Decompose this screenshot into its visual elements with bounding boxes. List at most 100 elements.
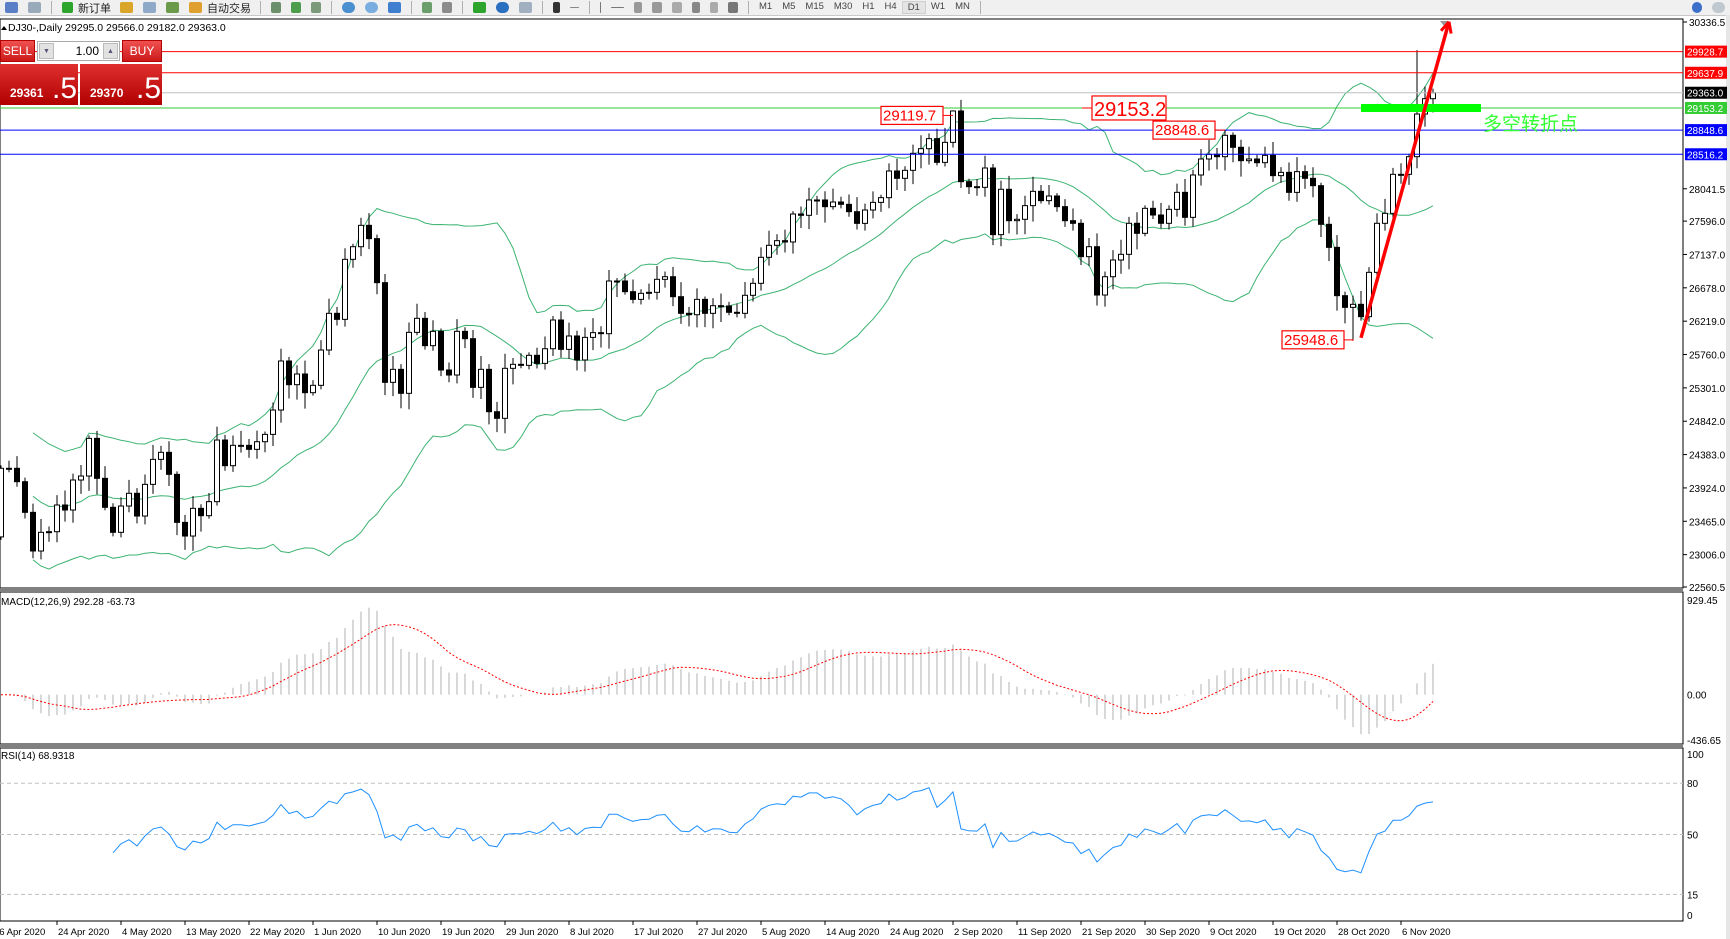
equidistant-channel-icon[interactable] xyxy=(652,2,662,13)
candle-body xyxy=(518,363,524,366)
candle xyxy=(1070,208,1076,231)
quantity-input[interactable]: 1.00 xyxy=(75,44,99,58)
decrease-quantity-button[interactable]: ▼ xyxy=(39,43,54,59)
zoom-in-icon[interactable] xyxy=(342,2,355,13)
trendline-icon[interactable] xyxy=(634,2,642,13)
candle xyxy=(902,166,908,192)
bollinger-lower-band xyxy=(32,219,1434,570)
timeframe-m30[interactable]: M30 xyxy=(833,1,853,12)
buy-price-fraction: .5 xyxy=(136,72,162,105)
vertical-line-icon[interactable] xyxy=(600,2,601,13)
candle-body xyxy=(574,335,580,361)
candle xyxy=(894,158,900,190)
tile-windows-icon[interactable] xyxy=(388,2,401,13)
timeframe-w1[interactable]: W1 xyxy=(930,1,946,12)
timeframe-d1[interactable]: D1 xyxy=(901,1,926,14)
candle-body xyxy=(1342,295,1348,308)
crosshair-icon[interactable] xyxy=(570,7,579,8)
new-order-icon[interactable] xyxy=(62,2,73,13)
candle xyxy=(150,444,156,494)
text-icon[interactable] xyxy=(692,2,700,13)
indicators-icon[interactable] xyxy=(473,2,486,13)
sell-price-button[interactable]: 29361 .5 xyxy=(0,64,78,105)
search-icon[interactable] xyxy=(1692,2,1702,13)
candle-body xyxy=(1158,214,1164,224)
arrows-icon[interactable] xyxy=(728,2,738,13)
price-axis-label: 30336.5 xyxy=(1689,18,1726,29)
auto-trading-icon[interactable] xyxy=(189,2,202,13)
line-chart-icon[interactable] xyxy=(311,2,321,13)
candlestick-icon[interactable] xyxy=(291,2,301,13)
candle-body xyxy=(374,238,380,284)
time-axis-label: 17 Jul 2020 xyxy=(634,927,683,938)
zoom-out-icon[interactable] xyxy=(365,2,378,13)
candle-body xyxy=(622,280,628,293)
periods-icon[interactable] xyxy=(496,2,509,13)
zoom-navigator-icon[interactable] xyxy=(28,2,41,13)
candle-body xyxy=(758,256,764,284)
candle-body xyxy=(1070,220,1076,224)
timeframe-mn[interactable]: MN xyxy=(955,1,970,12)
signal-icon[interactable] xyxy=(166,2,179,13)
new-order-button[interactable]: 新订单 xyxy=(78,2,111,15)
chart-shift-icon[interactable] xyxy=(442,2,452,13)
price-tag-label: 29637.9 xyxy=(1687,69,1724,80)
templates-icon[interactable] xyxy=(519,2,532,13)
market-icon[interactable] xyxy=(143,2,156,13)
timeframe-h1[interactable]: H1 xyxy=(862,1,875,12)
candle-body xyxy=(350,246,356,260)
candle xyxy=(1246,146,1252,164)
candle-body xyxy=(670,276,676,298)
candle xyxy=(438,328,444,377)
sell-price-fraction: .5 xyxy=(52,72,78,105)
sell-button[interactable]: SELL xyxy=(0,40,35,62)
candle-body xyxy=(246,444,252,450)
candle-body xyxy=(278,360,284,411)
candle xyxy=(518,353,524,369)
time-axis-label: 5 Aug 2020 xyxy=(762,927,810,938)
timeframe-h4[interactable]: H4 xyxy=(884,1,897,12)
candle xyxy=(1134,212,1140,250)
fibonacci-icon[interactable] xyxy=(672,2,682,13)
cursor-icon[interactable] xyxy=(553,2,560,13)
candle-body xyxy=(782,240,788,243)
macd-axis-label: 929.45 xyxy=(1687,596,1718,607)
timeframe-m15[interactable]: M15 xyxy=(805,1,824,12)
buy-price-button[interactable]: 29370 .5 xyxy=(80,64,162,105)
gold-icon[interactable] xyxy=(120,2,133,13)
candle xyxy=(702,296,708,328)
candle xyxy=(1110,250,1116,290)
candle-body xyxy=(486,368,492,413)
candle xyxy=(1094,233,1100,306)
auto-scroll-icon[interactable] xyxy=(422,2,432,13)
candle-body xyxy=(854,211,860,224)
chat-icon[interactable] xyxy=(1712,2,1725,13)
buy-button[interactable]: BUY xyxy=(122,40,162,62)
candle xyxy=(318,340,324,390)
candle-body xyxy=(774,240,780,246)
chart-window-icon[interactable] xyxy=(5,2,18,13)
candle-body xyxy=(534,354,540,364)
quantity-stepper[interactable]: ▼ 1.00 ▲ xyxy=(37,41,120,61)
timeframe-m5[interactable]: M5 xyxy=(782,1,796,12)
horizontal-line-icon[interactable] xyxy=(611,7,624,8)
bar-chart-icon[interactable] xyxy=(271,2,281,13)
candle-body xyxy=(102,477,108,508)
candle-body xyxy=(750,282,756,296)
increase-quantity-button[interactable]: ▲ xyxy=(103,43,118,59)
candle xyxy=(950,110,956,148)
candle-body xyxy=(630,291,636,300)
candle xyxy=(854,197,860,230)
timeframe-m1[interactable]: M1 xyxy=(759,1,773,12)
collapse-arrow-icon[interactable] xyxy=(1,26,7,30)
candle xyxy=(718,293,724,322)
price-axis-label: 24842.0 xyxy=(1689,417,1726,428)
candle-body xyxy=(566,335,572,350)
candle-body xyxy=(702,298,708,314)
candle xyxy=(678,282,684,324)
text-label-icon[interactable] xyxy=(710,2,718,13)
time-axis-label: 10 Jun 2020 xyxy=(378,927,430,938)
auto-trading-button[interactable]: 自动交易 xyxy=(207,2,251,15)
separator xyxy=(589,1,590,14)
